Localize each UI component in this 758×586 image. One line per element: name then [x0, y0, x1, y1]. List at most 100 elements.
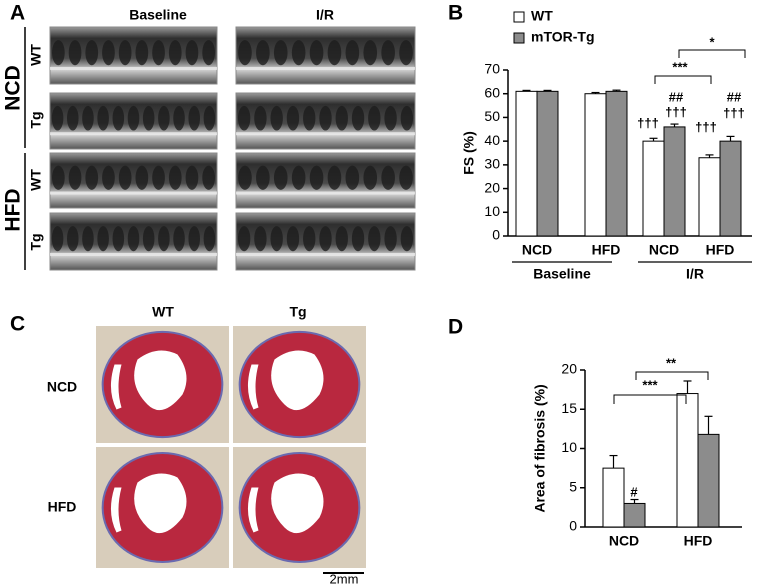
- bar: [642, 140, 665, 237]
- echo-texture: [203, 105, 216, 131]
- echo-texture: [273, 165, 288, 190]
- echo-texture: [319, 226, 332, 252]
- echo-texture: [345, 165, 360, 190]
- echo-texture: [273, 40, 288, 66]
- echo-texture: [50, 252, 217, 256]
- echo-texture: [236, 132, 415, 136]
- panel-letter: B: [448, 2, 463, 25]
- echo-texture: [237, 105, 251, 131]
- y-tick-label: 20: [484, 179, 500, 195]
- group-label: Baseline: [533, 266, 591, 282]
- echo-texture: [152, 165, 165, 190]
- echo-texture: [68, 40, 82, 66]
- annotation: †††: [637, 115, 659, 130]
- echo-texture: [363, 40, 378, 66]
- annotation: **: [666, 355, 677, 370]
- significance-bracket: [654, 75, 712, 84]
- echo-texture: [327, 165, 342, 190]
- echo-texture: [50, 66, 217, 70]
- echo-texture: [237, 226, 251, 252]
- significance-bracket: [613, 394, 687, 404]
- bar: [515, 90, 538, 237]
- echo-texture: [384, 105, 397, 131]
- row-label: HFD: [48, 499, 77, 515]
- panel-letter: A: [10, 2, 25, 25]
- x-tick-label: HFD: [706, 242, 735, 258]
- echo-texture: [118, 40, 132, 66]
- y-tick-label: 15: [561, 400, 577, 416]
- y-tick-label: 10: [561, 439, 577, 455]
- echo-texture: [236, 191, 415, 195]
- echo-texture: [97, 226, 109, 252]
- heart-lumen: [271, 350, 324, 411]
- echo-texture: [185, 40, 199, 66]
- echo-texture: [173, 226, 185, 252]
- echo-texture: [399, 165, 413, 190]
- echo-texture: [368, 105, 381, 131]
- y-tick-label: 30: [484, 156, 500, 172]
- echo-texture: [85, 165, 99, 190]
- y-axis-label: FS (%): [461, 131, 477, 175]
- bar: [584, 93, 607, 237]
- x-tick-label: HFD: [592, 242, 621, 258]
- echo-texture: [335, 105, 348, 131]
- echo-texture: [168, 165, 182, 190]
- y-tick-label: 0: [569, 518, 577, 534]
- legend-label: WT: [531, 8, 553, 24]
- echo-texture: [50, 191, 217, 195]
- echo-texture: [127, 105, 140, 131]
- echo-texture: [188, 105, 200, 131]
- echo-texture: [309, 165, 324, 190]
- echo-texture: [142, 226, 155, 252]
- echo-texture: [400, 226, 414, 252]
- group-label: I/R: [686, 266, 704, 282]
- echo-texture: [168, 40, 182, 66]
- echo-texture: [68, 165, 82, 190]
- echo-texture: [202, 40, 215, 66]
- echo-texture: [97, 105, 109, 131]
- echo-texture: [85, 40, 99, 66]
- group-label: NCD: [2, 65, 25, 111]
- echo-texture: [254, 105, 267, 131]
- echo-texture: [135, 40, 149, 66]
- bar: [663, 126, 686, 237]
- echo-texture: [51, 226, 64, 252]
- echo-texture: [67, 226, 79, 252]
- echo-texture: [345, 40, 360, 66]
- echo-texture: [270, 105, 283, 131]
- echo-texture: [291, 165, 306, 190]
- significance-bracket: [678, 49, 746, 58]
- echo-texture: [185, 165, 199, 190]
- echo-texture: [112, 105, 125, 131]
- echo-texture: [236, 66, 415, 70]
- echo-texture: [256, 40, 270, 66]
- scale-bar-label: 2mm: [330, 571, 359, 586]
- echo-texture: [384, 226, 397, 252]
- echo-texture: [256, 165, 270, 190]
- annotation: ***: [642, 377, 658, 392]
- echo-texture: [102, 165, 115, 190]
- panel-letter: D: [448, 316, 463, 339]
- annotation: ***: [672, 59, 688, 74]
- echo-texture: [67, 105, 79, 131]
- echo-texture: [286, 105, 300, 131]
- heart-lumen: [247, 487, 259, 533]
- echo-texture: [303, 105, 316, 131]
- bar: [605, 90, 628, 237]
- row-label: Tg: [28, 233, 44, 250]
- echo-texture: [254, 226, 267, 252]
- echo-texture: [82, 105, 94, 131]
- echo-texture: [319, 105, 332, 131]
- echo-texture: [238, 40, 252, 66]
- echo-texture: [158, 226, 170, 252]
- echo-texture: [52, 165, 65, 190]
- echo-texture: [236, 252, 415, 256]
- annotation: †††: [665, 104, 687, 119]
- echo-texture: [238, 165, 252, 190]
- x-tick-label: HFD: [684, 533, 713, 549]
- echo-texture: [82, 226, 94, 252]
- echo-texture: [327, 40, 342, 66]
- heart-lumen: [110, 487, 122, 533]
- echo-texture: [152, 40, 165, 66]
- significance-bracket: [635, 371, 709, 380]
